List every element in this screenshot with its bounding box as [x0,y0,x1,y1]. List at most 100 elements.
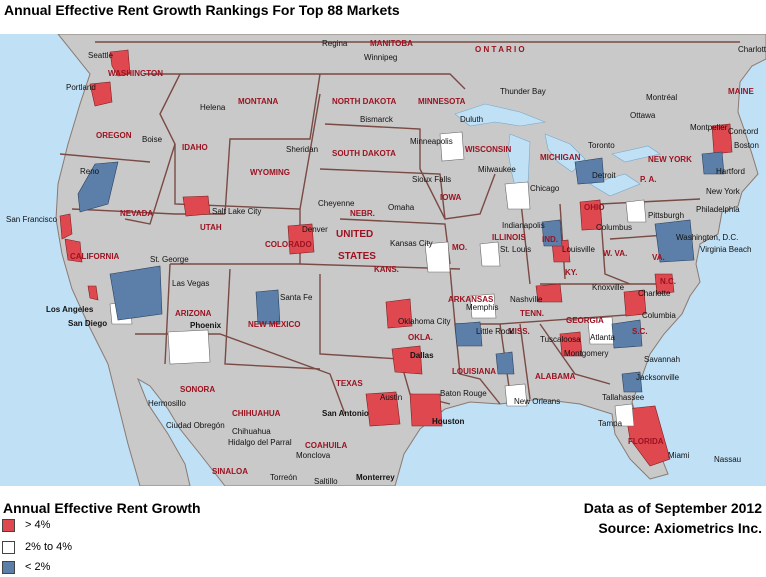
city-label: Monclova [296,451,331,460]
legend-swatch-white [2,540,15,554]
city-label: Indianapolis [502,221,545,230]
label-ind: IND. [542,235,558,244]
market-reno [77,161,119,213]
city-label: Los Angeles [46,305,94,314]
label-sonora: SONORA [180,385,215,394]
city-label: Charlotte [638,289,671,298]
city-label: Houston [432,417,465,426]
legend-item-mid: 2% to 4% [2,539,72,555]
label-south-dakota: SOUTH DAKOTA [332,149,396,158]
market-st-louis [479,241,501,267]
city-label: Nassau [714,455,741,464]
map[interactable]: WASHINGTON OREGON IDAHO MONTANA WYOMING … [0,34,766,486]
city-label: Phoenix [190,321,222,330]
legend-label: < 2% [25,561,51,573]
city-label: San Francisco [6,215,58,224]
city-label: Columbia [642,311,676,320]
market-tampa [614,403,635,427]
city-label: Chicago [530,184,560,193]
market-denver [287,223,315,255]
label-new-mexico: NEW MEXICO [248,320,300,329]
label-louisiana: LOUISIANA [452,367,496,376]
markets-high[interactable] [59,49,733,467]
market-pittsburgh [625,199,647,223]
city-label: Detroit [592,171,616,180]
label-pa: P. A. [640,175,656,184]
city-label: Toronto [588,141,615,150]
label-mo: MO. [452,243,467,252]
state-borders [59,41,740,415]
city-label: Salt Lake City [212,207,261,216]
label-michigan: MICHIGAN [540,153,581,162]
city-label: Hartford [716,167,745,176]
market-chicago [504,181,531,210]
city-label: Bismarck [360,115,394,124]
city-label: Philadelphia [696,205,740,214]
city-label: Santa Fe [280,293,313,302]
city-label: Boston [734,141,759,150]
market-portland [89,81,113,107]
city-label: Tallahassee [602,393,645,402]
city-label: Pittsburgh [648,211,684,220]
city-label: Portland [66,83,96,92]
city-label: Boise [142,135,163,144]
market-salt-lake [182,195,211,217]
market-las-vegas [109,265,163,321]
city-label: Jacksonville [636,373,680,382]
market-memphis [469,293,497,319]
markets-mid[interactable] [109,131,647,427]
market-minneapolis [439,131,465,162]
market-hartford [701,151,725,175]
city-label: Hermosillo [148,399,186,408]
market-detroit [574,157,605,185]
city-label: Winnipeg [364,53,397,62]
data-date-note: Data as of September 2012 [583,500,762,516]
city-label: New York [706,187,741,196]
label-arkansas: ARKANSAS [448,295,494,304]
label-sc: S.C. [632,327,648,336]
city-label: Oklahoma City [398,317,450,326]
city-label: Ciudad Obregón [166,421,225,430]
label-nebr: NEBR. [350,209,375,218]
market-florida [624,405,671,467]
label-wisconsin: WISCONSIN [465,145,511,154]
city-label: Milwaukee [478,165,516,174]
label-sinaloa: SINALOA [212,467,248,476]
city-label: Montgomery [564,349,608,358]
city-label: Washington, D.C. [676,233,738,242]
legend-label: > 4% [25,519,51,531]
city-label: Atlanta [590,333,615,342]
label-nc: N.C. [660,277,676,286]
map-canvas[interactable]: WASHINGTON OREGON IDAHO MONTANA WYOMING … [0,34,766,486]
label-alabama: ALABAMA [535,372,576,381]
market-new-orleans [504,383,528,407]
market-phoenix [167,329,211,365]
label-okla: OKLA. [408,333,433,342]
market-jackson [495,351,515,375]
label-wyoming: WYOMING [250,168,290,177]
legend-title: Annual Effective Rent Growth [3,500,201,516]
label-iowa: IOWA [440,193,462,202]
city-label: Denver [302,225,328,234]
page-title: Annual Effective Rent Growth Rankings Fo… [4,2,400,18]
city-label: San Antonio [322,409,369,418]
city-label: Seattle [88,51,113,60]
city-label: Las Vegas [172,279,209,288]
city-label: Regina [322,39,348,48]
market-dallas [391,345,423,375]
city-label: Montpelier [690,123,728,132]
city-label: Sheridan [286,145,318,154]
label-coahuila: COAHUILA [305,441,347,450]
city-label: New Orleans [514,397,560,406]
label-colorado: COLORADO [265,240,312,249]
source-note: Source: Axiometrics Inc. [598,520,762,536]
label-kans: KANS. [374,265,399,274]
markets-low[interactable] [77,151,725,393]
label-va: VA. [652,253,665,262]
city-label: Baton Rouge [440,389,487,398]
city-label: St. Louis [500,245,531,254]
city-label: Concord [728,127,758,136]
market-seattle [109,49,131,77]
label-ontario: O N T A R I O [475,45,525,54]
market-columbus [579,199,603,231]
